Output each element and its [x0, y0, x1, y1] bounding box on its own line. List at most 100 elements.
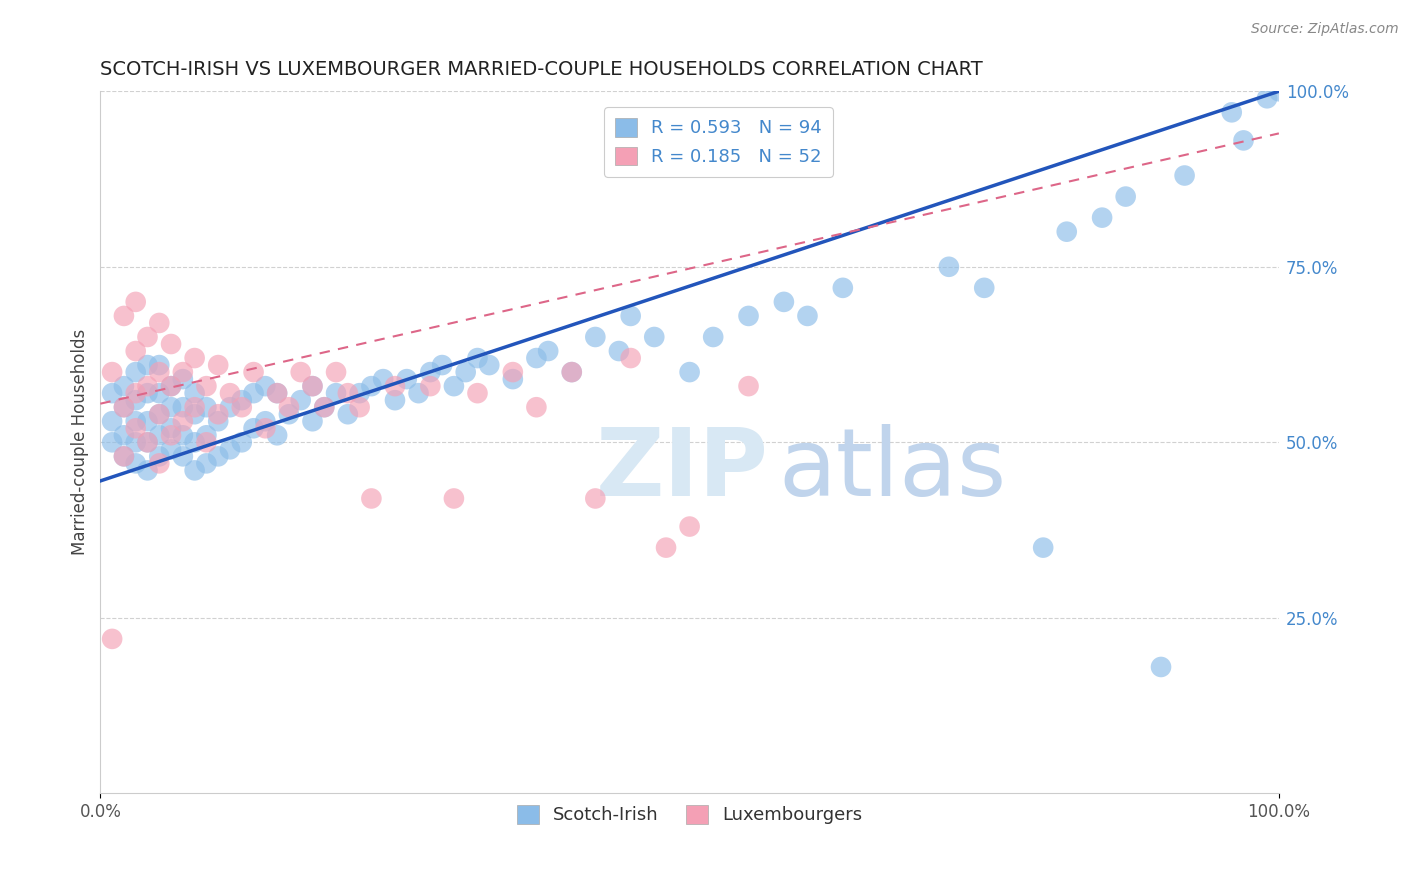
Point: [384, 393, 406, 408]
Point: [136, 463, 159, 477]
Point: [526, 351, 548, 365]
Point: [183, 407, 205, 421]
Point: [112, 401, 135, 415]
Point: [160, 401, 183, 415]
Point: [242, 386, 264, 401]
Point: [301, 379, 323, 393]
Point: [231, 401, 253, 415]
Text: ZIP: ZIP: [595, 425, 768, 516]
Point: [277, 407, 299, 421]
Point: [831, 281, 853, 295]
Point: [737, 379, 759, 393]
Point: [207, 358, 229, 372]
Point: [384, 379, 406, 393]
Point: [160, 442, 183, 457]
Point: [231, 393, 253, 408]
Point: [336, 407, 359, 421]
Point: [242, 365, 264, 379]
Point: [325, 365, 347, 379]
Point: [160, 337, 183, 351]
Point: [395, 372, 418, 386]
Point: [172, 372, 194, 386]
Point: [112, 401, 135, 415]
Point: [607, 344, 630, 359]
Point: [254, 379, 277, 393]
Point: [195, 456, 218, 470]
Point: [454, 365, 477, 379]
Point: [160, 379, 183, 393]
Point: [112, 379, 135, 393]
Point: [125, 421, 148, 435]
Point: [148, 407, 170, 421]
Point: [125, 414, 148, 428]
Point: [254, 414, 277, 428]
Point: [1091, 211, 1114, 225]
Point: [160, 428, 183, 442]
Point: [125, 365, 148, 379]
Point: [112, 309, 135, 323]
Point: [231, 435, 253, 450]
Point: [443, 491, 465, 506]
Point: [112, 428, 135, 442]
Point: [172, 365, 194, 379]
Point: [1268, 84, 1291, 98]
Point: [136, 435, 159, 450]
Point: [419, 365, 441, 379]
Point: [349, 401, 371, 415]
Point: [148, 386, 170, 401]
Point: [467, 351, 489, 365]
Point: [1056, 225, 1078, 239]
Point: [207, 407, 229, 421]
Point: [207, 414, 229, 428]
Point: [148, 456, 170, 470]
Point: [314, 401, 336, 415]
Point: [125, 393, 148, 408]
Point: [136, 414, 159, 428]
Point: [195, 379, 218, 393]
Point: [537, 344, 560, 359]
Point: [101, 435, 124, 450]
Point: [183, 435, 205, 450]
Point: [620, 309, 643, 323]
Text: atlas: atlas: [778, 425, 1007, 516]
Y-axis label: Married-couple Households: Married-couple Households: [72, 329, 89, 556]
Point: [148, 450, 170, 464]
Point: [373, 372, 395, 386]
Point: [1174, 169, 1197, 183]
Point: [172, 428, 194, 442]
Point: [737, 309, 759, 323]
Point: [136, 358, 159, 372]
Point: [502, 372, 524, 386]
Point: [148, 407, 170, 421]
Point: [219, 442, 242, 457]
Point: [290, 365, 312, 379]
Point: [148, 365, 170, 379]
Text: Source: ZipAtlas.com: Source: ZipAtlas.com: [1251, 22, 1399, 37]
Point: [1150, 660, 1173, 674]
Point: [301, 414, 323, 428]
Point: [101, 632, 124, 646]
Point: [195, 401, 218, 415]
Point: [125, 294, 148, 309]
Point: [583, 330, 606, 344]
Point: [101, 386, 124, 401]
Point: [207, 450, 229, 464]
Point: [101, 365, 124, 379]
Point: [266, 428, 288, 442]
Point: [125, 386, 148, 401]
Point: [266, 386, 288, 401]
Point: [502, 365, 524, 379]
Point: [290, 393, 312, 408]
Point: [478, 358, 501, 372]
Point: [219, 401, 242, 415]
Point: [136, 330, 159, 344]
Legend: Scotch-Irish, Luxembourgers: Scotch-Irish, Luxembourgers: [508, 796, 872, 833]
Point: [349, 386, 371, 401]
Point: [1256, 91, 1278, 105]
Point: [160, 421, 183, 435]
Point: [125, 344, 148, 359]
Point: [1032, 541, 1054, 555]
Point: [973, 281, 995, 295]
Point: [620, 351, 643, 365]
Point: [195, 435, 218, 450]
